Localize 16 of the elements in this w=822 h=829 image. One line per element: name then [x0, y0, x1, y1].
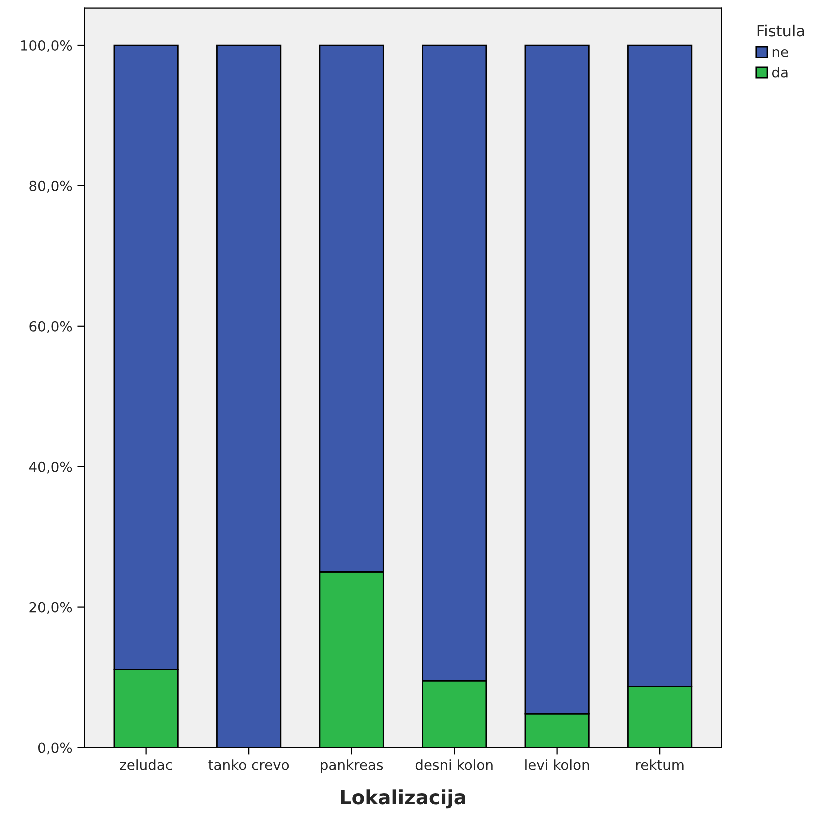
y-tick-label: 80,0%	[30, 180, 72, 193]
y-tick-label: 20,0%	[30, 602, 72, 614]
x-tick-label: zeludac	[120, 760, 172, 770]
x-tick-label: pankreas	[321, 760, 384, 774]
x-tick-label: tanko crevo	[208, 760, 290, 770]
x-tick-label: levi kolon	[526, 760, 590, 770]
legend-label: ne	[772, 49, 788, 58]
x-tick-label: desni kolon	[416, 760, 493, 770]
y-tick-label: 100,0%	[21, 40, 72, 52]
legend-label: da	[772, 67, 788, 78]
y-tick-label: 40,0%	[29, 462, 72, 474]
y-tick-label: 60,0%	[30, 321, 72, 334]
y-tick-label: 0,0%	[38, 742, 72, 755]
legend-title: Fistula	[758, 24, 804, 37]
x-tick-label: rektum	[636, 760, 684, 770]
x-axis-title: Lokalizacija	[341, 790, 466, 809]
